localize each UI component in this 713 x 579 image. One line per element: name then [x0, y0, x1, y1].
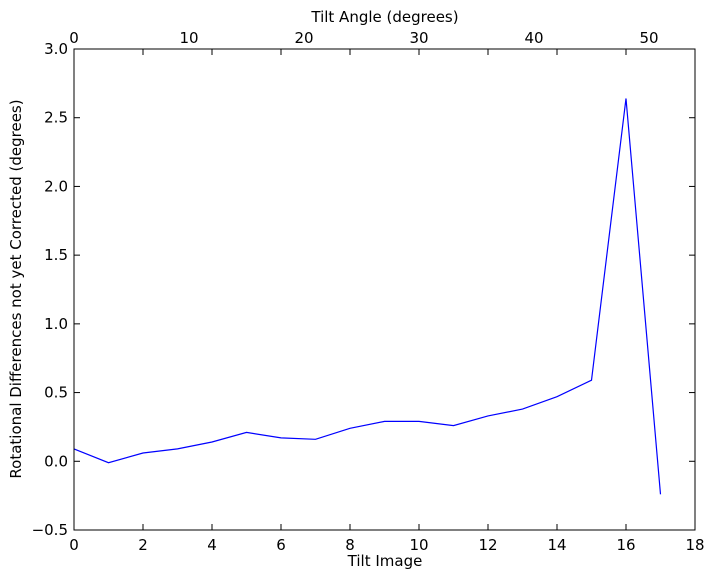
data-point	[315, 438, 317, 440]
plot-frame	[73, 48, 696, 531]
series-layer	[73, 98, 662, 495]
y-tick-label: 1.0	[44, 315, 68, 333]
x-tick-label: 6	[276, 536, 286, 554]
y-tick-label: 3.0	[44, 40, 68, 58]
data-point	[591, 379, 593, 381]
top-x-tick-label: 20	[294, 29, 313, 47]
x-tick-label: 8	[345, 536, 355, 554]
y-tick-label: 0.0	[44, 452, 68, 470]
x-axis-label: Tilt Image	[347, 552, 423, 570]
x-tick-label: 10	[409, 536, 428, 554]
x-tick-label: 18	[685, 536, 704, 554]
y-tick-label: 0.5	[44, 384, 68, 402]
data-point	[280, 437, 282, 439]
top-x-tick-label: 10	[179, 29, 198, 47]
x-tick-label: 12	[478, 536, 497, 554]
top-x-axis-ticks: 0 10 20 30 40 50	[69, 29, 658, 47]
data-point	[418, 421, 420, 423]
data-point	[142, 452, 144, 454]
data-point	[487, 415, 489, 417]
series-line	[73, 98, 662, 495]
data-point	[556, 396, 558, 398]
data-point	[660, 493, 662, 495]
x-tick-label: 2	[138, 536, 148, 554]
x-tick-label: 4	[207, 536, 217, 554]
y-axis-ticks: −0.5 0.0 0.5 1.0 1.5 2.0 2.5 3.0	[32, 40, 695, 539]
data-point	[211, 441, 213, 443]
y-tick-label: 2.5	[44, 109, 68, 127]
data-point	[625, 98, 627, 100]
data-point	[522, 408, 524, 410]
y-tick-label: −0.5	[32, 521, 68, 539]
bottom-x-axis-ticks: 0 2 4 6 8 10 12 14 16 18	[69, 49, 705, 554]
x-tick-label: 0	[69, 536, 79, 554]
data-point	[453, 425, 455, 427]
x-tick-label: 14	[547, 536, 566, 554]
top-x-tick-label: 50	[639, 29, 658, 47]
data-point	[384, 421, 386, 423]
top-x-tick-label: 30	[409, 29, 428, 47]
top-x-axis-label: Tilt Angle (degrees)	[310, 8, 458, 26]
data-point	[177, 448, 179, 450]
data-point	[349, 428, 351, 430]
top-x-tick-label: 0	[69, 29, 79, 47]
y-tick-label: 2.0	[44, 177, 68, 195]
top-x-tick-label: 40	[524, 29, 543, 47]
y-tick-label: 1.5	[44, 246, 68, 264]
y-axis-label: Rotational Differences not yet Corrected…	[7, 99, 25, 478]
data-point	[108, 462, 110, 464]
x-tick-label: 16	[616, 536, 635, 554]
data-point	[246, 432, 248, 434]
